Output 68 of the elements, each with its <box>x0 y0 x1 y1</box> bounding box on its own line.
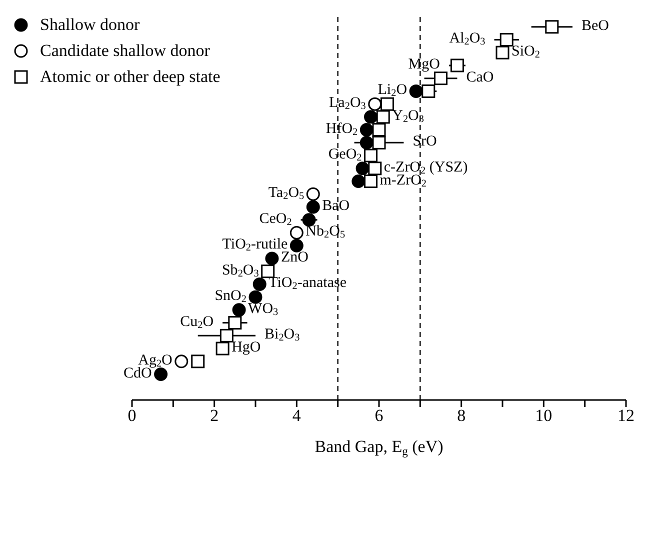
point <box>364 174 378 188</box>
point <box>364 110 378 124</box>
point <box>174 354 188 368</box>
y-tick-label: Al$_{2}$O$_{3}$ <box>449 30 486 48</box>
x-tick-label: 4 <box>292 406 302 426</box>
legend-label: Atomic or other deep state <box>40 66 220 88</box>
point <box>220 328 234 342</box>
y-tick-label: BeO <box>581 18 610 34</box>
x-tick-label: 12 <box>618 406 634 426</box>
point <box>248 290 262 304</box>
x-tick-label: 2 <box>210 406 219 426</box>
point <box>232 303 246 317</box>
point <box>450 58 464 72</box>
point <box>372 123 386 137</box>
y-tick-label: SrO <box>412 134 438 150</box>
y-tick-label: MgO <box>408 56 440 72</box>
point <box>352 174 366 188</box>
point <box>372 136 386 150</box>
y-tick-label: ZnO <box>280 249 309 266</box>
point <box>422 84 436 98</box>
y-tick-label: CaO <box>466 69 494 86</box>
x-tick-label: 6 <box>374 406 384 426</box>
point <box>252 277 266 291</box>
y-tick-label: CeO$_{2}$ <box>259 210 292 228</box>
y-tick-label: m-ZrO$_{2}$ <box>380 172 427 190</box>
point <box>409 84 423 98</box>
x-axis-title: Band Gap, E$_{g}$ (eV) <box>314 437 444 458</box>
point <box>360 123 374 137</box>
point <box>265 252 279 266</box>
x-tick-label: 8 <box>457 406 466 426</box>
point <box>306 200 320 214</box>
point <box>368 97 382 111</box>
point <box>496 46 510 60</box>
point <box>380 97 394 111</box>
x-tick-label: 10 <box>535 406 552 426</box>
point <box>500 32 514 46</box>
point <box>360 136 374 150</box>
y-tick-label: Li$_{2}$O <box>378 82 408 100</box>
y-tick-label: Sb$_{2}$O$_{3}$ <box>222 262 259 280</box>
point <box>306 187 320 201</box>
y-tick-label: La$_{2}$O$_{3}$ <box>329 95 366 112</box>
point <box>154 368 168 382</box>
x-tick-label: 0 <box>128 406 136 426</box>
y-tick-label: Ta$_{2}$O$_{5}$ <box>268 185 304 202</box>
point <box>545 20 559 34</box>
legend-label: Shallow donor <box>40 14 140 36</box>
y-tick-label: HfO$_{2}$ <box>326 120 358 138</box>
y-tick-label: HgO <box>232 340 261 356</box>
point <box>290 226 304 240</box>
y-tick-label: SnO$_{2}$ <box>214 288 246 306</box>
legend-label: Candidate shallow donor <box>40 40 210 62</box>
point <box>290 238 304 252</box>
point <box>376 110 390 124</box>
y-tick-label: GeO$_{2}$ <box>328 146 362 164</box>
point <box>191 354 205 368</box>
point <box>228 316 242 330</box>
y-tick-label: Bi$_{2}$O$_{3}$ <box>264 326 300 344</box>
point <box>368 162 382 176</box>
point <box>261 264 275 278</box>
point <box>434 72 448 86</box>
y-tick-label: SiO$_{2}$ <box>512 44 540 61</box>
y-tick-label: Y$_{2}$O$_{3}$ <box>392 108 424 126</box>
point <box>364 148 378 162</box>
y-tick-label: Cu$_{2}$O <box>180 314 214 331</box>
y-tick-label: WO$_{3}$ <box>248 300 278 318</box>
y-tick-label: BaO <box>322 198 350 214</box>
point <box>216 342 230 356</box>
point <box>356 162 370 176</box>
